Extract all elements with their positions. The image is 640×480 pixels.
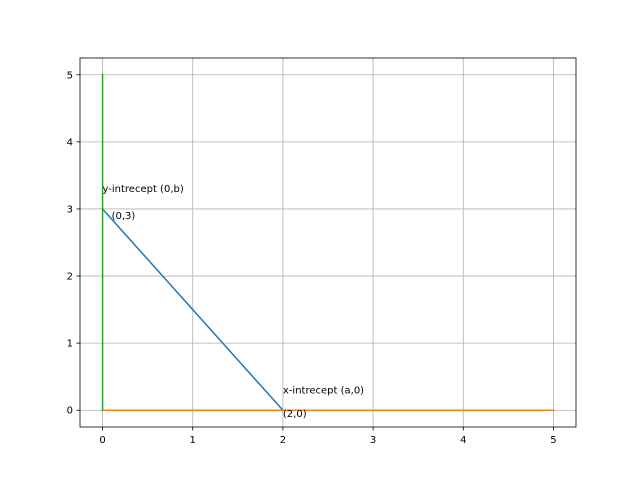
y-tick-label: 3 — [67, 204, 73, 215]
x-tick-label: 4 — [460, 435, 466, 446]
axes-frame — [79, 57, 577, 428]
x-tick-label: 3 — [370, 435, 376, 446]
annotation-label: (2,0) — [283, 409, 307, 420]
annotation-label: y-intrecept (0,b) — [103, 184, 184, 195]
y-tick-label: 5 — [67, 70, 73, 81]
x-tick-label: 2 — [280, 435, 286, 446]
annotation-label: (0,3) — [112, 211, 136, 222]
x-tick-label: 5 — [550, 435, 556, 446]
plot-lines — [101, 74, 555, 412]
axis-ticks: 0 1 2 3 4 5 0 1 2 3 4 5 — [67, 70, 557, 446]
y-tick-label: 4 — [67, 137, 73, 148]
y-tick-label: 1 — [67, 339, 73, 350]
series-line-0 — [101, 207, 284, 412]
annotations: y-intrecept (0,b) (0,3) x-intrecept (a,0) (… — [103, 184, 365, 420]
y-tick-label: 0 — [67, 406, 73, 417]
x-tick-label: 1 — [190, 435, 196, 446]
x-tick-label: 0 — [99, 435, 105, 446]
annotation-label: x-intrecept (a,0) — [283, 385, 364, 396]
y-tick-label: 2 — [67, 272, 73, 283]
